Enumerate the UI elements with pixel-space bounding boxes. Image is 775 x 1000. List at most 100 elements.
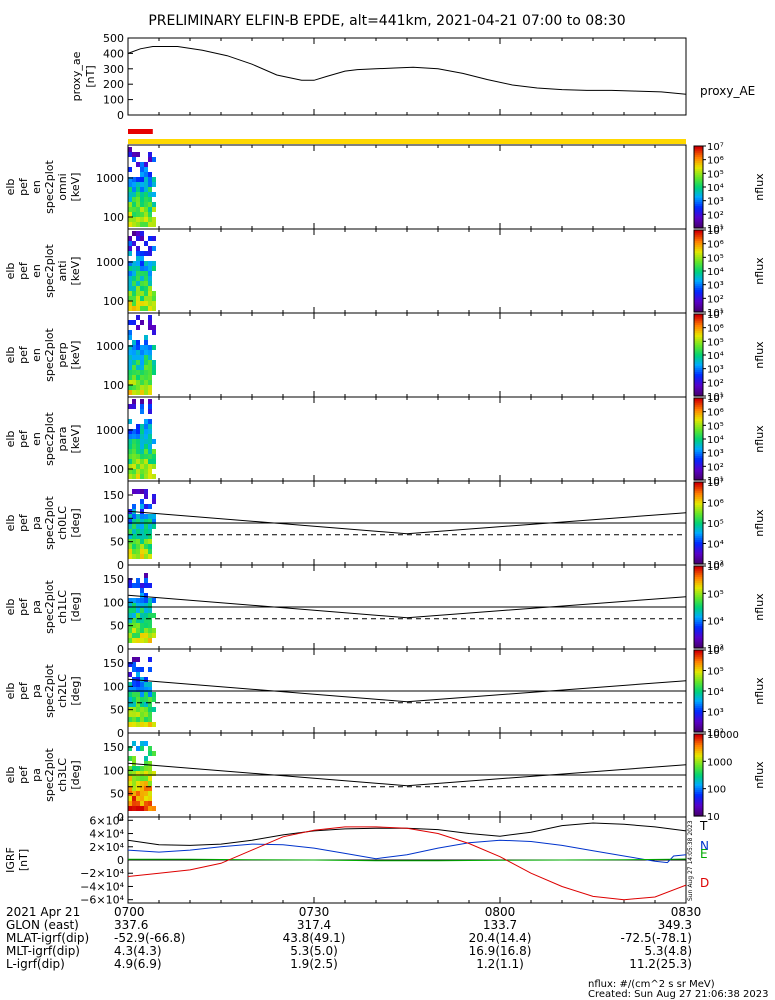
spectrum-3-pixel bbox=[148, 439, 152, 444]
spectrum-3-pixel bbox=[132, 464, 136, 469]
spectrum-0-pixel bbox=[132, 192, 136, 197]
pitch-2-pixel bbox=[152, 692, 156, 697]
spectrum-ylabel-line: spec2plot bbox=[43, 412, 56, 466]
spectrum-0-pixel bbox=[128, 222, 132, 227]
pitch-tick-label: 150 bbox=[103, 741, 124, 754]
pitch-0-pixel bbox=[148, 524, 152, 529]
spectrum-1-pixel bbox=[140, 236, 144, 241]
pitch-1-pixel bbox=[148, 583, 152, 588]
spectrum-colorbar-label: nflux bbox=[753, 173, 766, 201]
pitch-tick-label: 100 bbox=[103, 764, 124, 777]
pitch-1-pixel bbox=[144, 613, 148, 618]
spectrum-ylabel-line: elb bbox=[4, 347, 17, 364]
pitch-2-pixel bbox=[148, 707, 152, 712]
pitch-1-pixel bbox=[144, 583, 148, 588]
spectrum-ylabel-line: spec2plot bbox=[43, 328, 56, 382]
pitch-3-pixel bbox=[128, 796, 132, 801]
spectrum-0-pixel bbox=[140, 187, 144, 192]
igrf-timestamp: Sun Aug 27 14:05:38 2023 bbox=[687, 820, 694, 901]
spectrum-1-pixel bbox=[144, 276, 148, 281]
pitch-2-pixel bbox=[140, 717, 144, 722]
igrf-legend-T: T bbox=[699, 819, 708, 833]
spectrum-2-pixel bbox=[132, 355, 136, 360]
spectrum-2-pixel bbox=[152, 330, 156, 335]
pitch-tick-label: 150 bbox=[103, 489, 124, 502]
spectrum-1-pixel bbox=[148, 286, 152, 291]
pitch-tick-label: 50 bbox=[110, 620, 124, 633]
spectrum-0-pixel bbox=[136, 152, 140, 157]
spectrum-0-pixel bbox=[144, 217, 148, 222]
pitch-2-pixel bbox=[140, 667, 144, 672]
spectrum-2-pixel bbox=[136, 390, 140, 395]
pitch-tick-label: 50 bbox=[110, 704, 124, 717]
pitch-2-pixel bbox=[140, 707, 144, 712]
pitch-0-pixel bbox=[132, 544, 136, 549]
spectrum-1-pixel bbox=[132, 286, 136, 291]
spectrum-2-pixel bbox=[140, 380, 144, 385]
pitch-2-pixel bbox=[136, 717, 140, 722]
pitch-colorbar-tick-label: 10⁶ bbox=[707, 562, 724, 573]
spectrum-3-pixel bbox=[148, 424, 152, 429]
spectrum-0-pixel bbox=[144, 222, 148, 227]
igrf-tick-label: −2×10⁴ bbox=[80, 867, 124, 880]
pitch-1-pixel bbox=[136, 598, 140, 603]
spectrum-2-pixel bbox=[144, 335, 148, 340]
pitch-colorbar-label: nflux bbox=[753, 509, 766, 537]
spectrum-3-pixel bbox=[128, 474, 132, 479]
pitch-colorbar-label: nflux bbox=[753, 593, 766, 621]
ae-tick-label: 500 bbox=[103, 32, 124, 45]
spectrum-0-pixel bbox=[136, 207, 140, 212]
spectrum-3-pixel bbox=[144, 444, 148, 449]
spectrum-3-pixel bbox=[128, 439, 132, 444]
pitch-0-pixel bbox=[140, 539, 144, 544]
spectrum-0-pixel bbox=[144, 172, 148, 177]
pitch-ylabel-line: pef bbox=[17, 597, 30, 616]
spectrum-1-pixel bbox=[136, 256, 140, 261]
spectrum-3-pixel bbox=[132, 459, 136, 464]
pitch-ylabel-line: pa bbox=[30, 600, 43, 614]
spectrum-colorbar-tick-label: 10² bbox=[707, 378, 724, 389]
spectrum-2-pixel bbox=[140, 375, 144, 380]
spectrum-3-pixel bbox=[136, 454, 140, 459]
pitch-1-pixel bbox=[128, 613, 132, 618]
spectrum-1-pixel bbox=[152, 236, 156, 241]
spectrum-ylabel-line: [keV] bbox=[69, 257, 82, 286]
spectrum-0-pixel bbox=[132, 152, 136, 157]
spectrum-0-pixel bbox=[128, 152, 132, 157]
pitch-2-pixel bbox=[148, 697, 152, 702]
pitch-3-pixel bbox=[140, 776, 144, 781]
pitch-3-pixel bbox=[140, 781, 144, 786]
spectrum-colorbar-tick-label: 10⁵ bbox=[707, 169, 724, 180]
spectrum-2-pixel bbox=[152, 325, 156, 330]
time-axis-label: 0730 bbox=[299, 905, 330, 919]
pitch-1-pixel bbox=[136, 578, 140, 583]
spectrum-0-pixel bbox=[152, 177, 156, 182]
pitch-ylabel-line: pef bbox=[17, 765, 30, 784]
spectrum-colorbar-tick-label: 10⁶ bbox=[707, 408, 724, 419]
igrf-tick-label: 4×10⁴ bbox=[89, 828, 124, 841]
ephemeris-value: 4.3(4.3) bbox=[114, 944, 162, 958]
spectrum-colorbar-tick-label: 10⁶ bbox=[707, 156, 724, 167]
spectrum-3-pixel bbox=[132, 469, 136, 474]
spectrum-3-pixel bbox=[148, 464, 152, 469]
pitch-0-pixel bbox=[140, 554, 144, 559]
pitch-0-pixel bbox=[136, 524, 140, 529]
spectrum-3-pixel bbox=[148, 454, 152, 459]
spectrum-0-pixel bbox=[132, 217, 136, 222]
ephemeris-row-label: MLAT-igrf(dip) bbox=[6, 931, 89, 945]
spectrum-1-pixel bbox=[132, 271, 136, 276]
spectrum-2-pixel bbox=[144, 390, 148, 395]
spectrum-3-pixel bbox=[128, 444, 132, 449]
spectrum-tick-label: 1000 bbox=[96, 340, 124, 353]
pitch-1-pixel bbox=[132, 608, 136, 613]
spectrum-1-pixel bbox=[144, 241, 148, 246]
pitch-ylabel-line: spec2plot bbox=[43, 580, 56, 634]
spectrum-1-pixel bbox=[128, 286, 132, 291]
spectrum-1-pixel bbox=[136, 251, 140, 256]
pitch-1-pixel bbox=[128, 583, 132, 588]
spectrum-0-pixel bbox=[140, 202, 144, 207]
pitch-2-pixel bbox=[144, 682, 148, 687]
spectrum-2-pixel bbox=[128, 375, 132, 380]
spectrum-2-pixel bbox=[128, 350, 132, 355]
spectrum-0-pixel bbox=[136, 162, 140, 167]
